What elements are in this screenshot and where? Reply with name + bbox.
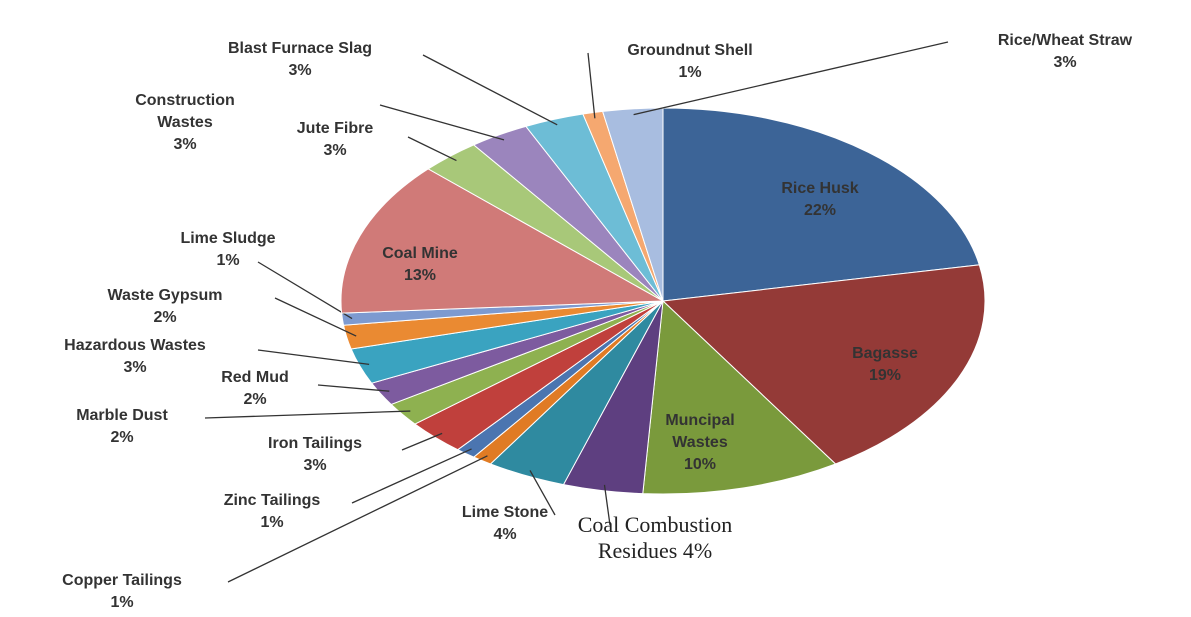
value-label: 2% [243, 391, 267, 408]
value-label: 4% [682, 538, 713, 563]
category-label: Coal Combustion Residues [577, 512, 733, 563]
leader-line [317, 384, 390, 392]
leader-line [401, 432, 443, 451]
slice-label: Waste Gypsum 2% [65, 285, 265, 329]
slice-label: Lime Stone 4% [430, 502, 580, 546]
slice-label: Copper Tailings 1% [22, 570, 222, 614]
value-label: 1% [678, 64, 702, 81]
category-label: Red Mud [221, 369, 289, 386]
category-label: Hazardous Wastes [64, 337, 206, 354]
value-label: 19% [868, 367, 902, 384]
category-label: Blast Furnace Slag [227, 40, 373, 57]
slice-label: Zinc Tailings 1% [172, 490, 372, 534]
category-label: Waste Gypsum [107, 287, 223, 304]
pie-slice [662, 107, 980, 302]
value-label: 13% [403, 267, 437, 284]
pie-slice [661, 264, 986, 465]
leader-line [227, 455, 488, 583]
slice-label: Lime Sludge 1% [128, 228, 328, 272]
value-label: 1% [260, 514, 284, 531]
leader-line [379, 104, 505, 141]
leader-line [351, 448, 472, 504]
value-label: 1% [110, 594, 134, 611]
pie-slice [642, 299, 837, 495]
leader-line [274, 297, 357, 337]
leader-line [633, 41, 949, 116]
slice-label: Hazardous Wastes 3% [25, 335, 245, 379]
slice-label: Rice Husk 22% [740, 178, 900, 222]
leader-line [422, 54, 558, 126]
leader-line [529, 470, 556, 516]
leader-line [603, 484, 611, 526]
slice-label: Bagasse 19% [805, 343, 965, 387]
slice-label: Coal Mine 13% [340, 243, 500, 287]
slice-label: Marble Dust 2% [22, 405, 222, 449]
category-label: Jute Fibre [296, 120, 374, 137]
category-label: Marble Dust [76, 407, 168, 424]
slice-label: Iron Tailings 3% [215, 433, 415, 477]
category-label: Rice/Wheat Straw [997, 32, 1133, 49]
leader-line [407, 136, 457, 162]
category-label: Copper Tailings [62, 572, 182, 589]
category-label: Zinc Tailings [223, 492, 321, 509]
value-label: 3% [288, 62, 312, 79]
category-label: Rice Husk [781, 180, 859, 197]
leader-line [587, 52, 596, 119]
value-label: 3% [1053, 54, 1077, 71]
category-label: Groundnut Shell [627, 42, 753, 59]
leader-line [204, 410, 411, 419]
category-label: Muncipal Wastes [665, 412, 735, 451]
slice-label: Coal Combustion Residues 4% [555, 512, 755, 564]
pie-slice [340, 168, 665, 314]
value-label: 2% [110, 429, 134, 446]
category-label: Construction Wastes [135, 92, 235, 131]
slice-label: Construction Wastes 3% [115, 90, 255, 156]
value-label: 22% [803, 202, 837, 219]
value-label: 1% [216, 252, 240, 269]
value-label: 10% [683, 456, 717, 473]
slice-label: Jute Fibre 3% [260, 118, 410, 162]
category-label: Coal Mine [382, 245, 458, 262]
category-label: Iron Tailings [268, 435, 362, 452]
category-label: Lime Sludge [180, 230, 276, 247]
slice-label: Red Mud 2% [180, 367, 330, 411]
value-label: 2% [153, 309, 177, 326]
slice-label: Blast Furnace Slag 3% [170, 38, 430, 82]
value-label: 4% [493, 526, 517, 543]
category-label: Lime Stone [461, 504, 549, 521]
slice-label: Groundnut Shell 1% [590, 40, 790, 84]
leader-line [257, 261, 353, 320]
slice-label: Rice/Wheat Straw 3% [945, 30, 1185, 74]
category-label: Bagasse [852, 345, 918, 362]
value-label: 3% [173, 136, 197, 153]
leader-line [257, 349, 370, 366]
slice-label: Muncipal Wastes 10% [640, 410, 760, 476]
value-label: 3% [303, 457, 327, 474]
value-label: 3% [123, 359, 147, 376]
value-label: 3% [323, 142, 347, 159]
